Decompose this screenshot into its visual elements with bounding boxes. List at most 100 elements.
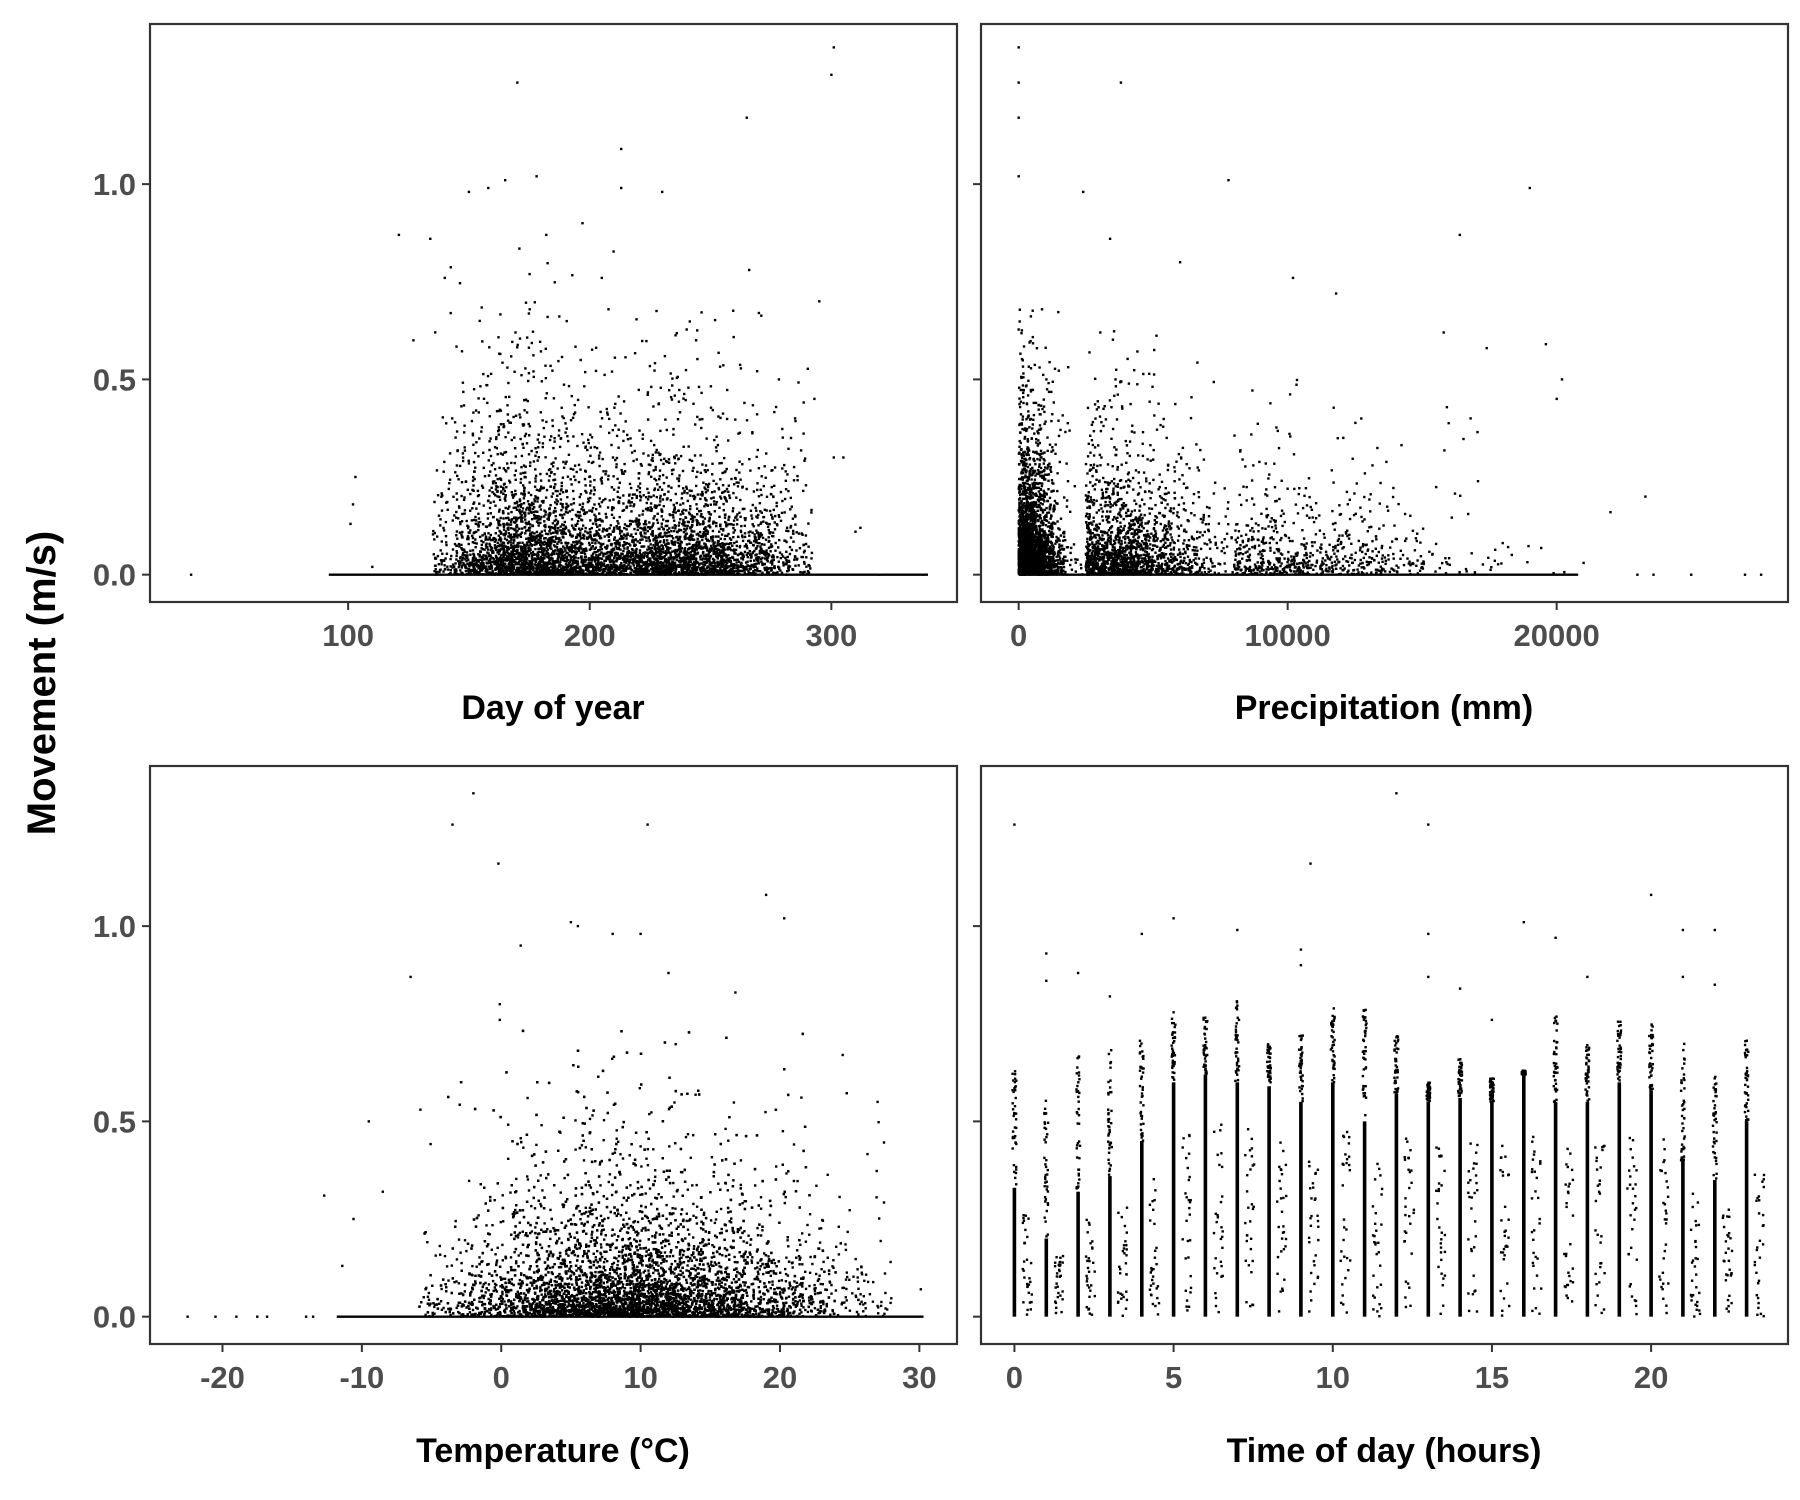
scatter-point bbox=[537, 446, 540, 449]
scatter-point bbox=[669, 372, 672, 375]
scatter-point bbox=[544, 347, 547, 350]
scatter-point bbox=[671, 377, 674, 380]
scatter-point bbox=[669, 564, 673, 567]
scatter-point bbox=[597, 457, 601, 460]
scatter-point bbox=[471, 534, 474, 538]
scatter-point bbox=[567, 453, 571, 456]
scatter-point bbox=[726, 558, 729, 562]
scatter-point bbox=[513, 502, 516, 505]
scatter-point bbox=[606, 506, 610, 509]
scatter-point bbox=[540, 548, 544, 552]
scatter-point bbox=[560, 541, 563, 545]
scatter-point bbox=[619, 529, 622, 532]
scatter-point bbox=[440, 563, 443, 566]
scatter-point bbox=[579, 514, 582, 517]
scatter-point bbox=[635, 560, 639, 563]
scatter-point bbox=[438, 569, 442, 572]
scatter-point bbox=[544, 510, 547, 514]
scatter-point bbox=[637, 485, 640, 488]
scatter-point bbox=[626, 555, 629, 558]
scatter-point bbox=[481, 534, 484, 537]
scatter-point bbox=[518, 413, 521, 416]
scatter-point bbox=[503, 532, 506, 536]
scatter-point bbox=[549, 545, 552, 548]
scatter-point bbox=[740, 524, 743, 528]
scatter-point bbox=[661, 556, 664, 560]
scatter-point bbox=[623, 560, 626, 564]
scatter-point bbox=[719, 552, 722, 555]
scatter-point bbox=[461, 552, 465, 555]
scatter-point bbox=[679, 529, 683, 532]
scatter-point bbox=[672, 556, 675, 559]
scatter-point bbox=[727, 554, 730, 557]
scatter-point bbox=[602, 554, 605, 558]
scatter-point bbox=[732, 519, 736, 522]
scatter-point bbox=[676, 565, 679, 568]
scatter-point bbox=[490, 563, 493, 566]
scatter-point bbox=[583, 558, 586, 561]
scatter-point bbox=[571, 508, 574, 512]
scatter-point bbox=[665, 532, 668, 535]
scatter-point bbox=[507, 526, 510, 529]
scatter-point bbox=[650, 553, 654, 557]
scatter-point bbox=[505, 538, 509, 542]
scatter-point bbox=[477, 524, 481, 527]
scatter-point bbox=[604, 497, 607, 501]
scatter-point bbox=[662, 566, 666, 569]
scatter-point bbox=[591, 552, 595, 555]
scatter-point bbox=[558, 315, 561, 318]
scatter-point bbox=[499, 485, 503, 488]
scatter-point bbox=[666, 528, 669, 532]
scatter-point bbox=[684, 572, 687, 575]
scatter-point bbox=[551, 522, 555, 525]
scatter-point bbox=[801, 533, 804, 536]
scatter-point bbox=[757, 533, 760, 536]
scatter-point bbox=[564, 462, 567, 465]
scatter-point bbox=[467, 459, 470, 462]
scatter-point bbox=[505, 565, 508, 568]
scatter-point bbox=[571, 416, 575, 419]
scatter-point bbox=[549, 532, 553, 535]
scatter-point bbox=[578, 511, 581, 514]
scatter-point bbox=[784, 479, 787, 482]
scatter-point bbox=[570, 573, 573, 576]
scatter-point bbox=[458, 562, 461, 565]
scatter-point bbox=[534, 572, 537, 575]
scatter-point bbox=[502, 517, 505, 520]
scatter-point bbox=[699, 497, 702, 501]
scatter-point bbox=[711, 572, 714, 576]
scatter-point bbox=[611, 551, 614, 554]
scatter-point bbox=[451, 563, 455, 566]
scatter-point bbox=[619, 570, 622, 573]
scatter-point bbox=[614, 564, 618, 567]
scatter-point bbox=[470, 563, 473, 567]
scatter-point bbox=[524, 476, 527, 479]
scatter-point bbox=[478, 502, 481, 505]
scatter-point bbox=[572, 554, 576, 558]
scatter-point bbox=[641, 571, 645, 574]
scatter-point bbox=[539, 539, 542, 542]
scatter-point bbox=[763, 508, 766, 511]
scatter-point bbox=[545, 472, 549, 476]
scatter-point bbox=[753, 533, 756, 536]
scatter-point bbox=[640, 535, 643, 538]
scatter-point bbox=[537, 515, 540, 518]
scatter-point bbox=[652, 494, 655, 497]
scatter-point bbox=[520, 546, 524, 549]
scatter-point bbox=[779, 569, 782, 572]
scatter-point bbox=[696, 520, 699, 523]
scatter-point bbox=[489, 548, 492, 552]
scatter-point bbox=[542, 486, 545, 489]
scatter-point bbox=[521, 510, 524, 513]
scatter-point bbox=[717, 548, 720, 552]
scatter-point bbox=[671, 513, 675, 517]
scatter-point bbox=[725, 556, 728, 559]
scatter-point bbox=[512, 506, 515, 509]
scatter-point bbox=[622, 439, 625, 443]
scatter-point bbox=[602, 470, 605, 473]
scatter-point bbox=[501, 361, 504, 364]
scatter-point bbox=[722, 553, 725, 556]
scatter-point bbox=[657, 536, 660, 539]
scatter-point bbox=[512, 565, 515, 569]
scatter-point bbox=[659, 500, 662, 503]
